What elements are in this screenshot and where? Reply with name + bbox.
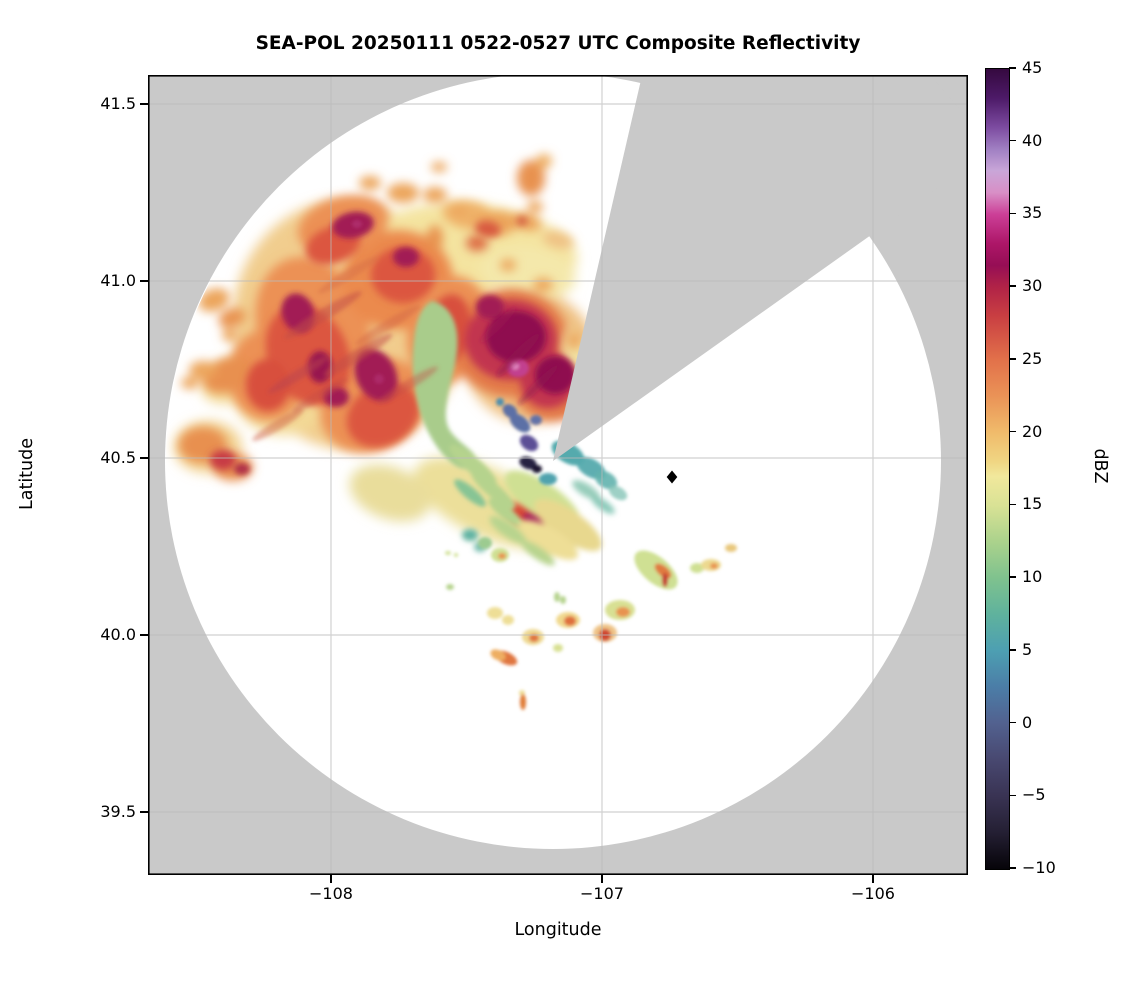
colorbar-tick-label: 40 (1022, 130, 1043, 150)
colorbar-tick (1009, 794, 1016, 797)
colorbar-tick-label: −5 (1022, 785, 1046, 805)
colorbar-tick (1009, 721, 1016, 724)
colorbar-tick (1009, 430, 1016, 433)
colorbar-label: dBZ (1090, 448, 1110, 484)
echo-layer-green-area (412, 301, 524, 528)
y-tick (140, 280, 148, 282)
echo-layer-south-scatter (445, 537, 737, 710)
colorbar-tick (1009, 139, 1016, 142)
y-tick-label: 41.5 (100, 94, 136, 113)
colorbar-tick (1009, 358, 1016, 360)
y-tick (140, 457, 148, 459)
page-title: SEA-POL 20250111 0522-0527 UTC Composite… (255, 33, 861, 54)
colorbar (985, 68, 1010, 870)
colorbar-tick-label: 25 (1022, 348, 1043, 368)
x-tick (872, 875, 874, 883)
colorbar-tick-label: 10 (1022, 567, 1043, 587)
colorbar-tick (1009, 285, 1016, 287)
colorbar-tick (1009, 212, 1016, 215)
site-marker-diamond (666, 470, 678, 484)
x-tick (330, 875, 332, 883)
colorbar-tick-label: −10 (1022, 858, 1056, 877)
x-axis-label: Longitude (514, 920, 602, 940)
x-tick-label: −108 (309, 884, 353, 903)
y-tick (140, 634, 148, 636)
colorbar-tick (1009, 649, 1016, 651)
y-tick-label: 40.0 (100, 625, 136, 644)
colorbar-tick-label: 45 (1022, 58, 1043, 77)
x-tick (601, 875, 603, 883)
reflectivity-echoes (174, 154, 737, 710)
colorbar-tick-label: 0 (1022, 712, 1033, 732)
colorbar-tick (1009, 503, 1016, 506)
y-axis-label: Latitude (17, 437, 37, 511)
colorbar-tick-label: 5 (1022, 639, 1033, 659)
x-tick-label: −107 (580, 884, 624, 903)
blocked-sector-wedge (553, 75, 968, 461)
grid-lines (148, 75, 968, 875)
colorbar-tick-label: 15 (1022, 494, 1043, 514)
y-tick (140, 811, 148, 813)
colorbar-tick-label: 35 (1022, 203, 1043, 223)
y-tick-label: 40.5 (100, 448, 136, 467)
y-tick-label: 41.0 (100, 271, 136, 290)
x-tick-label: −106 (851, 884, 895, 903)
y-tick (140, 103, 148, 105)
colorbar-tick-label: 20 (1022, 421, 1043, 441)
radar-map (148, 75, 968, 875)
y-tick-label: 39.5 (100, 802, 136, 821)
colorbar-tick (1009, 867, 1016, 869)
colorbar-tick (1009, 576, 1016, 578)
echo-layer-south-fan (462, 470, 615, 566)
colorbar-tick-label: 30 (1022, 276, 1043, 296)
plot-border (148, 75, 968, 875)
colorbar-tick (1009, 67, 1016, 69)
echo-layer-center-blues (496, 398, 628, 501)
echo-layer-radial-streaks (252, 256, 558, 442)
